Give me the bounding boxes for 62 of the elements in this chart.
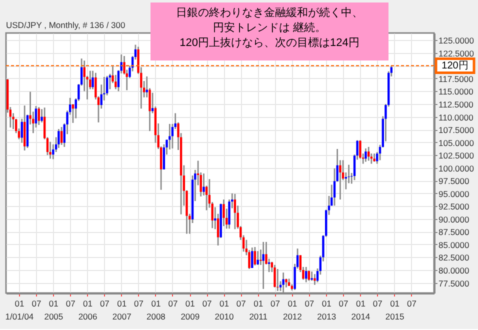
y-tick-label: 85.0000	[438, 240, 470, 250]
x-tick-label: 01 2007	[112, 298, 132, 322]
candlestick	[58, 128, 60, 149]
x-tick-label: 07	[32, 298, 42, 308]
y-tick-label: 90.0000	[438, 214, 470, 224]
y-tick-label: 100.0000	[438, 163, 474, 174]
y-tick-label: 92.5000	[438, 202, 470, 212]
x-tick-label: 07	[372, 298, 383, 308]
x-tick-label: 01 2009	[180, 298, 200, 322]
x-tick-label: 01 2011	[249, 298, 268, 322]
candlestick	[234, 193, 236, 230]
x-tick-label: 07	[134, 298, 144, 308]
y-tick-label: 122.5000	[438, 48, 474, 58]
y-tick-label: 107.5000	[438, 125, 474, 136]
candlestick	[168, 123, 171, 150]
x-tick-label: 07	[168, 298, 178, 308]
candlestick	[60, 126, 63, 146]
candlestick	[49, 141, 52, 160]
chart-title: USD/JPY , Monthly, # 136 / 300	[6, 20, 126, 30]
y-tick-label: 87.5000	[438, 227, 470, 238]
y-tick-label: 117.5000	[438, 74, 474, 84]
y-tick-label: 110.0000	[438, 112, 474, 122]
y-tick-label: 80.0000	[438, 266, 470, 276]
candlestick	[310, 270, 313, 282]
x-tick-label: 07	[304, 298, 314, 308]
ref-line-label: 120円	[442, 60, 468, 72]
candlestick	[251, 246, 254, 269]
y-tick-label: 97.5000	[438, 176, 470, 186]
x-tick-label: 07	[270, 298, 280, 308]
y-tick-label: 112.5000	[438, 100, 474, 110]
candlestick	[274, 264, 276, 288]
candlestick	[256, 250, 259, 266]
x-tick-label: 07	[338, 298, 349, 308]
candlestick	[262, 241, 264, 290]
candlestick	[106, 75, 108, 96]
x-tick-label: 01 2010	[214, 298, 234, 322]
y-tick-label: 82.5000	[438, 252, 470, 263]
y-tick-label: 77.5000	[438, 278, 470, 288]
annotation: 120円上抜けなら、次の目標は124円	[180, 36, 360, 49]
x-tick-label: 01 2005	[44, 298, 64, 322]
x-tick-label: 07	[100, 298, 110, 308]
x-tick-label: 01 2014	[351, 298, 370, 322]
y-tick-label: 125.0000	[438, 36, 474, 46]
y-tick-label: 95.0000	[438, 188, 470, 199]
text: 日銀の終わりなき金融緩和が続く中、	[176, 6, 363, 19]
x-tick-label: 07	[406, 298, 417, 308]
y-tick-label: 102.5000	[438, 150, 474, 161]
x-tick-label: 01 2013	[317, 298, 336, 322]
x-tick-label: 01 2006	[78, 298, 98, 322]
x-tick-label: 01 2008	[146, 298, 166, 322]
x-tick-label: 01 2015	[385, 298, 405, 322]
y-tick-label: 115.0000	[438, 86, 474, 97]
candlestick	[254, 246, 256, 266]
annotation: 円安トレンドは 継続。	[212, 21, 326, 34]
x-tick-label: 01 2012	[282, 298, 302, 322]
x-tick-label: 07	[202, 298, 212, 308]
x-tick-label: 07	[66, 298, 76, 308]
candlestick	[364, 148, 367, 162]
y-tick-label: 105.0000	[438, 138, 474, 148]
candlestick	[305, 266, 308, 283]
x-tick-label: 07	[236, 298, 246, 308]
candlestick	[38, 106, 40, 126]
